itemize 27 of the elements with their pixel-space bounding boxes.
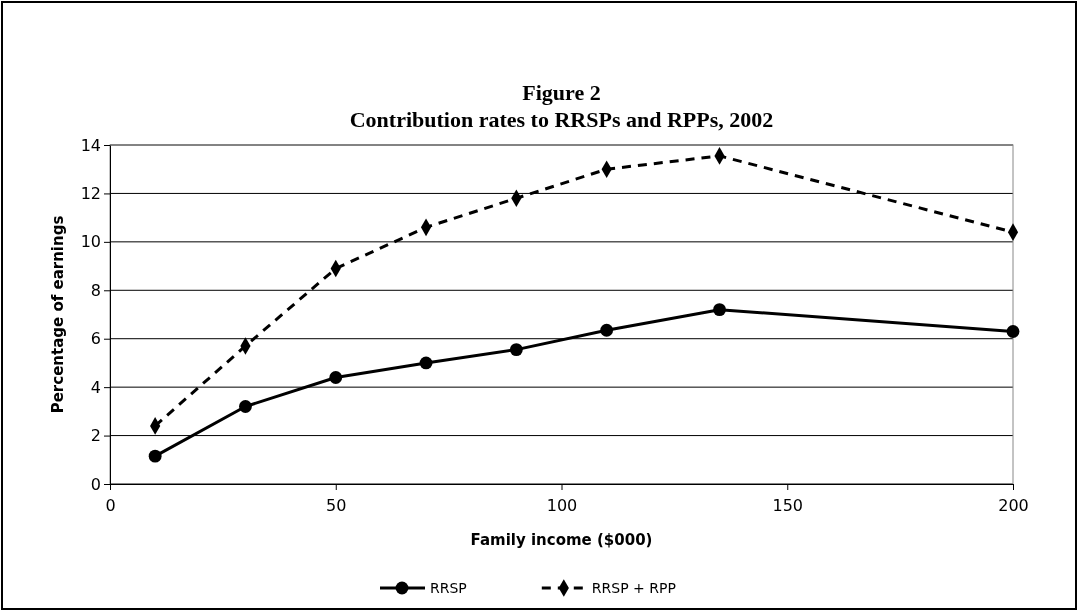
point [1006,325,1020,338]
point [148,449,162,463]
x-tick-label: 200 [998,495,1029,515]
x-tick-label: 150 [772,495,804,515]
y-tick-label: 0 [90,474,101,494]
x-tick-label: 50 [326,495,347,515]
point [419,356,433,370]
y-tick-label: 6 [90,329,101,349]
point [600,323,614,337]
legend-label: RRSP [430,580,467,596]
y-axis-title: Percentage of earnings [49,215,67,414]
x-tick-label: 0 [105,495,116,515]
chart-subtitle: Contribution rates to RRSPs and RPPs, 2002 [349,107,774,132]
point [509,343,523,357]
y-tick-label: 14 [80,135,101,155]
y-tick-label: 12 [80,184,101,204]
point [239,400,252,413]
y-tick-label: 2 [90,426,101,446]
x-tick-label: 100 [546,495,578,515]
x-axis-title: Family income ($000) [470,531,653,549]
y-tick-label: 10 [80,232,101,252]
y-tick-label: 8 [90,280,101,300]
legend-label: RRSP + RPP [591,580,676,596]
chart-title: Figure 2 [522,80,601,105]
y-tick-label: 4 [90,377,101,397]
point [713,303,726,317]
point [329,371,343,384]
